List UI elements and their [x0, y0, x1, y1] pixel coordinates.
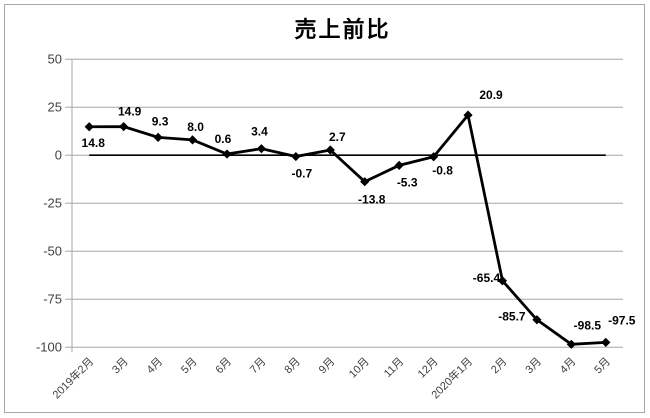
y-tick-label: 50	[48, 52, 62, 67]
y-tick-label: -75	[43, 292, 62, 307]
x-tick-label: 9月	[317, 356, 338, 377]
data-label: -5.3	[397, 175, 418, 189]
data-label: 8.0	[187, 120, 204, 134]
y-tick-label: -100	[36, 340, 62, 355]
data-point-marker	[532, 315, 542, 325]
y-tick-label: -25	[43, 196, 62, 211]
x-tick-label: 4月	[145, 356, 166, 377]
data-point-marker	[325, 145, 335, 155]
data-label: -65.4	[473, 271, 501, 285]
y-tick-label: 25	[48, 100, 62, 115]
data-label: 9.3	[152, 114, 169, 128]
x-tick-label: 11月	[382, 356, 406, 380]
x-tick-label: 5月	[592, 356, 613, 377]
x-tick-label: 4月	[558, 356, 579, 377]
data-point-marker	[394, 160, 404, 170]
y-tick-label: 0	[55, 148, 62, 163]
x-tick-label: 6月	[213, 356, 234, 377]
x-tick-label: 10月	[347, 356, 372, 381]
data-point-marker	[566, 339, 576, 349]
x-tick-label: 5月	[179, 356, 200, 377]
data-label: 14.8	[82, 136, 106, 150]
data-point-marker	[119, 121, 129, 132]
data-label: -13.8	[358, 193, 386, 207]
data-point-marker	[497, 276, 508, 286]
x-tick-label: 2月	[489, 356, 510, 377]
data-label: -97.5	[608, 313, 636, 327]
data-label: -0.7	[292, 167, 313, 181]
data-point-marker	[601, 337, 611, 347]
y-tick-label: -50	[43, 244, 62, 259]
data-label: 2.7	[329, 130, 346, 144]
data-point-marker	[222, 149, 232, 159]
data-point-marker	[291, 151, 301, 162]
data-label: 14.9	[118, 105, 142, 119]
data-point-marker	[153, 132, 163, 142]
chart-title: 売上前比	[294, 17, 391, 42]
data-point-marker	[463, 110, 473, 120]
x-tick-label: 2019年2月	[49, 354, 96, 401]
data-label: -0.8	[432, 164, 453, 178]
data-label: 3.4	[251, 125, 268, 139]
x-tick-label: 3月	[110, 356, 131, 377]
data-point-marker	[428, 152, 439, 162]
x-tick-label: 12月	[416, 356, 441, 381]
data-label: 20.9	[479, 88, 503, 102]
series-line	[89, 111, 606, 346]
data-point-marker	[360, 177, 370, 187]
data-point-marker	[256, 144, 267, 154]
data-label: -98.5	[574, 318, 602, 332]
x-tick-label: 3月	[523, 356, 544, 377]
data-point-marker	[84, 122, 94, 132]
x-tick-label: 8月	[282, 356, 303, 377]
data-label: -85.7	[498, 310, 526, 324]
data-label: 0.6	[215, 132, 232, 146]
data-point-marker	[187, 135, 198, 145]
x-tick-label: 7月	[248, 356, 269, 377]
